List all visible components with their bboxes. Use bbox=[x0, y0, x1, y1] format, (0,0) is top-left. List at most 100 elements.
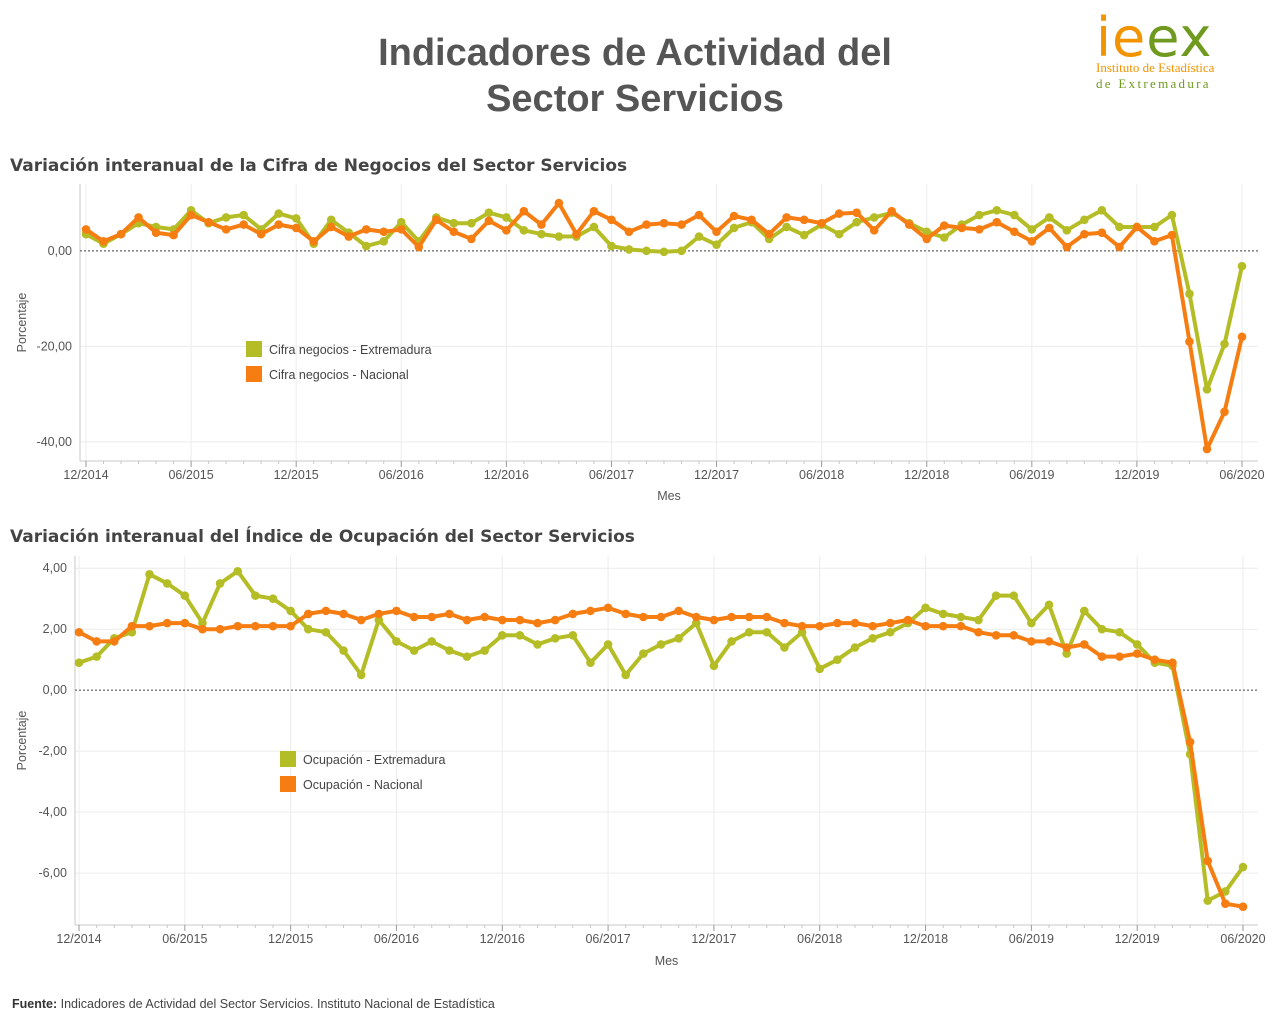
data-point-extremadura[interactable] bbox=[462, 652, 472, 661]
data-point-extremadura[interactable] bbox=[991, 591, 1001, 600]
data-point-nacional[interactable] bbox=[1115, 242, 1124, 252]
data-point-extremadura[interactable] bbox=[1027, 618, 1036, 628]
data-point-extremadura[interactable] bbox=[607, 241, 616, 251]
data-point-nacional[interactable] bbox=[1150, 655, 1160, 664]
data-point-extremadura[interactable] bbox=[215, 579, 225, 588]
data-point-nacional[interactable] bbox=[1150, 237, 1159, 246]
data-point-extremadura[interactable] bbox=[286, 606, 295, 616]
data-point-extremadura[interactable] bbox=[326, 215, 336, 225]
data-point-extremadura[interactable] bbox=[303, 624, 313, 634]
data-point-nacional[interactable] bbox=[92, 637, 101, 646]
data-point-extremadura[interactable] bbox=[379, 237, 389, 246]
data-point-extremadura[interactable] bbox=[885, 627, 895, 637]
data-point-extremadura[interactable] bbox=[1079, 606, 1089, 616]
data-point-nacional[interactable] bbox=[379, 227, 389, 237]
data-point-extremadura[interactable] bbox=[409, 646, 419, 655]
data-point-extremadura[interactable] bbox=[939, 233, 949, 242]
data-point-nacional[interactable] bbox=[852, 208, 861, 217]
data-point-nacional[interactable] bbox=[515, 615, 525, 625]
data-point-nacional[interactable] bbox=[414, 242, 424, 252]
data-point-nacional[interactable] bbox=[992, 217, 1002, 227]
data-point-nacional[interactable] bbox=[344, 232, 354, 241]
data-point-extremadura[interactable] bbox=[533, 640, 542, 649]
data-point-extremadura[interactable] bbox=[1027, 225, 1037, 234]
data-point-extremadura[interactable] bbox=[1202, 385, 1212, 394]
data-point-nacional[interactable] bbox=[151, 228, 161, 238]
data-point-nacional[interactable] bbox=[957, 223, 967, 233]
data-point-nacional[interactable] bbox=[817, 218, 826, 228]
data-point-nacional[interactable] bbox=[709, 615, 719, 625]
data-point-extremadura[interactable] bbox=[162, 579, 172, 588]
data-point-extremadura[interactable] bbox=[659, 247, 669, 257]
data-point-nacional[interactable] bbox=[180, 618, 190, 628]
data-point-extremadura[interactable] bbox=[709, 661, 719, 671]
data-point-nacional[interactable] bbox=[659, 218, 669, 228]
data-point-nacional[interactable] bbox=[639, 612, 648, 622]
data-point-nacional[interactable] bbox=[1009, 630, 1019, 640]
data-point-extremadura[interactable] bbox=[74, 658, 84, 668]
data-point-nacional[interactable] bbox=[729, 211, 739, 221]
data-point-nacional[interactable] bbox=[1045, 223, 1054, 233]
data-point-nacional[interactable] bbox=[991, 630, 1001, 640]
data-point-nacional[interactable] bbox=[589, 206, 599, 216]
data-point-extremadura[interactable] bbox=[484, 208, 494, 217]
data-point-extremadura[interactable] bbox=[694, 232, 704, 241]
data-point-nacional[interactable] bbox=[550, 615, 560, 625]
data-point-nacional[interactable] bbox=[694, 210, 704, 220]
data-point-nacional[interactable] bbox=[974, 225, 984, 234]
data-point-extremadura[interactable] bbox=[568, 630, 578, 640]
data-point-nacional[interactable] bbox=[286, 621, 295, 631]
data-point-nacional[interactable] bbox=[162, 618, 172, 628]
data-point-nacional[interactable] bbox=[215, 624, 225, 634]
data-point-nacional[interactable] bbox=[497, 615, 507, 625]
data-point-extremadura[interactable] bbox=[497, 630, 507, 640]
data-point-nacional[interactable] bbox=[321, 606, 331, 616]
data-point-extremadura[interactable] bbox=[1097, 624, 1107, 634]
data-point-extremadura[interactable] bbox=[642, 246, 651, 256]
data-point-extremadura[interactable] bbox=[586, 658, 595, 668]
data-point-nacional[interactable] bbox=[1202, 444, 1212, 454]
data-point-nacional[interactable] bbox=[239, 220, 248, 229]
data-point-nacional[interactable] bbox=[1044, 637, 1054, 646]
data-point-nacional[interactable] bbox=[674, 606, 683, 616]
data-point-nacional[interactable] bbox=[642, 220, 651, 229]
data-point-extremadura[interactable] bbox=[550, 634, 560, 643]
data-point-extremadura[interactable] bbox=[554, 232, 564, 241]
data-point-extremadura[interactable] bbox=[922, 227, 932, 237]
data-point-nacional[interactable] bbox=[1132, 222, 1142, 232]
data-point-extremadura[interactable] bbox=[251, 591, 260, 600]
data-point-extremadura[interactable] bbox=[502, 213, 511, 222]
data-point-nacional[interactable] bbox=[782, 213, 791, 222]
data-point-extremadura[interactable] bbox=[780, 643, 789, 652]
data-point-extremadura[interactable] bbox=[852, 217, 861, 227]
data-point-nacional[interactable] bbox=[268, 621, 278, 631]
data-point-nacional[interactable] bbox=[1185, 337, 1194, 346]
data-point-extremadura[interactable] bbox=[850, 643, 860, 652]
data-point-extremadura[interactable] bbox=[1062, 649, 1071, 658]
data-point-nacional[interactable] bbox=[939, 221, 949, 230]
data-point-nacional[interactable] bbox=[1221, 899, 1230, 908]
data-point-extremadura[interactable] bbox=[589, 222, 599, 232]
data-point-nacional[interactable] bbox=[554, 198, 564, 208]
data-point-nacional[interactable] bbox=[291, 223, 301, 233]
data-point-nacional[interactable] bbox=[361, 225, 371, 234]
data-point-nacional[interactable] bbox=[1062, 242, 1072, 252]
data-point-nacional[interactable] bbox=[127, 621, 137, 631]
data-point-extremadura[interactable] bbox=[467, 218, 476, 228]
data-point-extremadura[interactable] bbox=[674, 634, 683, 643]
data-point-extremadura[interactable] bbox=[1167, 210, 1177, 220]
data-point-extremadura[interactable] bbox=[834, 229, 844, 239]
data-point-extremadura[interactable] bbox=[691, 618, 701, 628]
data-point-nacional[interactable] bbox=[903, 615, 913, 625]
data-point-nacional[interactable] bbox=[303, 609, 313, 619]
data-point-extremadura[interactable] bbox=[1097, 205, 1107, 215]
data-point-nacional[interactable] bbox=[1027, 237, 1037, 246]
data-point-nacional[interactable] bbox=[607, 215, 616, 225]
data-point-nacional[interactable] bbox=[484, 216, 494, 226]
data-point-nacional[interactable] bbox=[780, 618, 789, 628]
data-point-nacional[interactable] bbox=[356, 615, 366, 625]
data-point-nacional[interactable] bbox=[99, 237, 108, 246]
data-point-nacional[interactable] bbox=[921, 621, 930, 631]
data-point-extremadura[interactable] bbox=[92, 652, 101, 661]
data-point-nacional[interactable] bbox=[868, 621, 877, 631]
